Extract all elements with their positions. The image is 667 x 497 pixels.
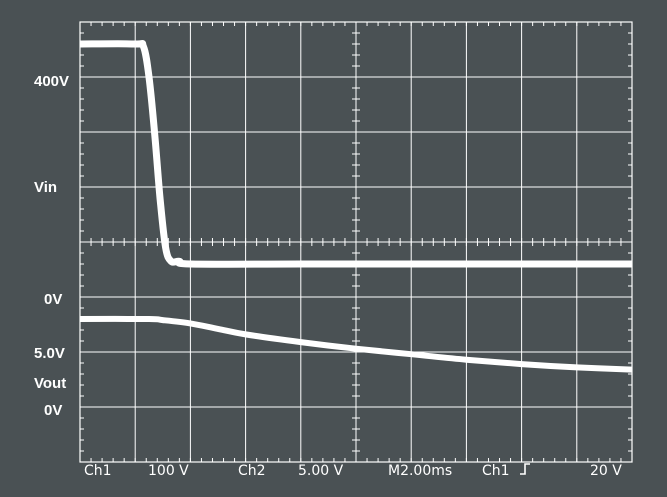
vout-zero-label: 0V — [44, 402, 62, 419]
ch1-scale: 100 V — [148, 463, 189, 479]
trigger-level: 20 V — [590, 463, 622, 479]
vout-5v-label: 5.0V — [34, 345, 65, 362]
vin-400v-label: 400V — [34, 73, 69, 90]
ch2-scale: 5.00 V — [298, 463, 344, 479]
waveform-traces — [79, 39, 633, 373]
vin-trace — [79, 39, 632, 268]
ch1-label: Ch1 — [84, 463, 112, 479]
trigger-channel: Ch1 — [482, 463, 510, 479]
vout-name-label: Vout — [34, 375, 66, 392]
rising-edge-icon — [520, 463, 530, 475]
ch2-label: Ch2 — [238, 463, 266, 479]
vin-zero-label: 0V — [44, 291, 62, 308]
vout-trace — [79, 315, 633, 373]
vin-name-label: Vin — [34, 179, 57, 196]
status-bar: Ch1 100 V Ch2 5.00 V M2.00ms Ch1 20 V — [84, 463, 622, 479]
channel-labels: 400V Vin 0V 5.0V Vout 0V — [34, 73, 69, 419]
timebase: M2.00ms — [388, 463, 452, 479]
